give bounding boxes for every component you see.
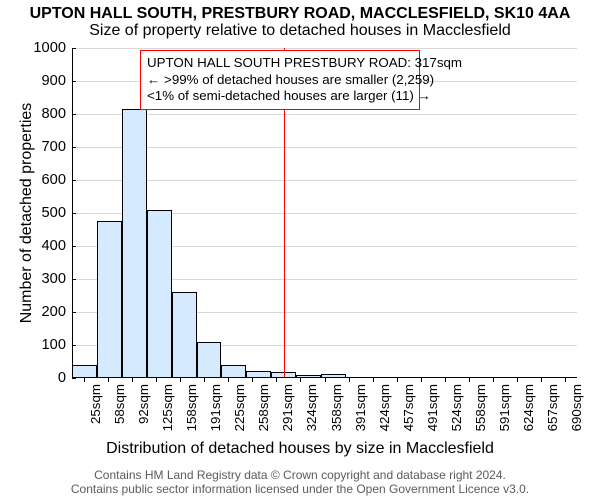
bar xyxy=(172,292,197,378)
footer: Contains HM Land Registry data © Crown c… xyxy=(0,468,600,496)
x-tick-mark xyxy=(276,378,277,382)
x-tick-mark xyxy=(349,378,350,382)
x-tick-label: 491sqm xyxy=(425,384,440,431)
x-tick-mark xyxy=(108,378,109,382)
x-tick-mark xyxy=(252,378,253,382)
x-tick-mark xyxy=(300,378,301,382)
x-tick-mark xyxy=(132,378,133,382)
annotation-line-2: ← >99% of detached houses are smaller (2… xyxy=(147,72,413,89)
x-ticks: 25sqm 58sqm 92sqm 125sqm 158sqm 191sqm 225sqm 2… xyxy=(72,378,577,438)
footer-line-2: Contains public sector information licen… xyxy=(0,482,600,496)
y-tick-label: 300 xyxy=(42,271,72,287)
x-tick-mark xyxy=(325,378,326,382)
x-tick-mark xyxy=(493,378,494,382)
x-tick-mark xyxy=(541,378,542,382)
x-tick-mark xyxy=(180,378,181,382)
x-tick-label: 258sqm xyxy=(256,384,271,431)
x-tick-label: 92sqm xyxy=(136,384,151,424)
x-tick-mark xyxy=(84,378,85,382)
x-tick-label: 191sqm xyxy=(208,384,223,431)
x-tick-mark xyxy=(373,378,374,382)
y-tick-label: 800 xyxy=(42,106,72,122)
y-tick-label: 1000 xyxy=(33,40,72,56)
x-tick-mark xyxy=(228,378,229,382)
x-tick-label: 558sqm xyxy=(473,384,488,431)
y-tick-label: 100 xyxy=(42,337,72,353)
x-tick-label: 391sqm xyxy=(353,384,368,431)
x-tick-label: 225sqm xyxy=(232,384,247,431)
y-tick-label: 400 xyxy=(42,238,72,254)
title: UPTON HALL SOUTH, PRESTBURY ROAD, MACCLE… xyxy=(0,5,600,23)
x-tick-label: 591sqm xyxy=(497,384,512,431)
subtitle: Size of property relative to detached ho… xyxy=(0,22,600,40)
x-tick-label: 358sqm xyxy=(329,384,344,431)
plot-area: 01002003004005006007008009001000 25sqm58… xyxy=(72,48,577,378)
x-tick-label: 25sqm xyxy=(88,384,103,424)
x-tick-label: 624sqm xyxy=(521,384,536,431)
y-tick-label: 0 xyxy=(58,370,72,386)
x-tick-mark xyxy=(565,378,566,382)
footer-line-1: Contains HM Land Registry data © Crown c… xyxy=(0,468,600,482)
x-tick-label: 324sqm xyxy=(304,384,319,431)
y-axis-label: Number of detached properties xyxy=(18,48,36,378)
x-tick-label: 158sqm xyxy=(184,384,199,431)
annotation-line-3: <1% of semi-detached houses are larger (… xyxy=(147,88,413,105)
figure: UPTON HALL SOUTH, PRESTBURY ROAD, MACCLE… xyxy=(0,0,600,500)
x-tick-label: 125sqm xyxy=(160,384,175,431)
y-tick-label: 900 xyxy=(42,73,72,89)
x-tick-label: 457sqm xyxy=(401,384,416,431)
annotation-line-1: UPTON HALL SOUTH PRESTBURY ROAD: 317sqm xyxy=(147,55,413,72)
x-tick-label: 657sqm xyxy=(545,384,560,431)
x-tick-label: 424sqm xyxy=(377,384,392,431)
bar xyxy=(197,342,222,378)
x-tick-mark xyxy=(156,378,157,382)
x-tick-label: 690sqm xyxy=(569,384,584,431)
y-tick-label: 200 xyxy=(42,304,72,320)
x-tick-label: 291sqm xyxy=(280,384,295,431)
y-tick-label: 700 xyxy=(42,139,72,155)
x-axis-label: Distribution of detached houses by size … xyxy=(0,440,600,458)
x-tick-label: 524sqm xyxy=(449,384,464,431)
bar xyxy=(147,210,172,378)
x-tick-mark xyxy=(421,378,422,382)
x-tick-mark xyxy=(469,378,470,382)
annotation-box: UPTON HALL SOUTH PRESTBURY ROAD: 317sqm … xyxy=(140,50,420,110)
x-tick-label: 58sqm xyxy=(112,384,127,424)
bar xyxy=(97,221,122,378)
x-tick-mark xyxy=(517,378,518,382)
x-tick-mark xyxy=(445,378,446,382)
x-tick-mark xyxy=(204,378,205,382)
bar xyxy=(122,109,147,378)
y-tick-label: 500 xyxy=(42,205,72,221)
x-tick-mark xyxy=(397,378,398,382)
y-tick-label: 600 xyxy=(42,172,72,188)
